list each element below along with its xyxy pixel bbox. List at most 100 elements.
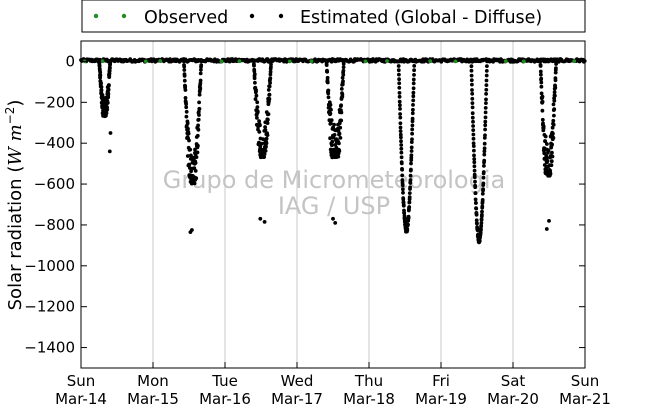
watermark: Grupo de Micrometeorologia IAG / USP <box>163 166 505 220</box>
estimated-point <box>410 111 415 116</box>
estimated-point <box>470 105 475 110</box>
estimated-point <box>262 152 267 157</box>
estimated-point <box>98 73 103 78</box>
estimated-point <box>552 113 556 118</box>
estimated-point <box>340 92 345 97</box>
observed-point <box>309 59 314 64</box>
estimated-point <box>99 88 104 93</box>
estimated-point <box>257 130 262 134</box>
estimated-point <box>483 110 488 115</box>
estimated-point <box>482 158 487 163</box>
estimated-point <box>99 81 103 86</box>
estimated-point <box>107 83 111 87</box>
estimated-point <box>264 144 268 149</box>
estimated-point <box>408 173 413 178</box>
estimated-point <box>197 113 201 117</box>
estimated-point <box>410 137 414 142</box>
estimated-point <box>482 141 487 146</box>
estimated-point <box>412 59 417 64</box>
estimated-point <box>398 115 403 120</box>
estimated-point <box>480 209 484 214</box>
estimated-point <box>546 148 551 153</box>
estimated-point <box>324 63 329 67</box>
estimated-point <box>545 142 549 146</box>
estimated-point <box>471 128 476 133</box>
estimated-point <box>104 111 109 116</box>
estimated-point <box>551 136 556 140</box>
estimated-point <box>477 239 482 243</box>
observed-point <box>428 59 433 64</box>
estimated-point <box>483 127 487 132</box>
estimated-point <box>398 132 403 137</box>
estimated-point <box>196 117 201 122</box>
estimated-point <box>266 88 271 92</box>
estimated-point <box>551 118 556 123</box>
estimated-point <box>552 98 557 103</box>
estimated-point <box>190 228 194 232</box>
estimated-point <box>553 78 558 83</box>
estimated-point <box>341 79 345 84</box>
estimated-point <box>483 106 488 110</box>
estimated-point <box>106 91 111 96</box>
estimated-point <box>332 122 336 127</box>
estimated-point <box>405 228 410 233</box>
estimated-point <box>400 178 405 182</box>
estimated-point <box>469 59 474 64</box>
estimated-point <box>333 221 338 225</box>
estimated-point <box>185 121 190 126</box>
estimated-point <box>268 69 273 74</box>
estimated-point <box>471 144 476 149</box>
estimated-point <box>193 169 198 173</box>
estimated-point <box>339 87 344 91</box>
estimated-point <box>542 151 547 156</box>
y-tick-label: −800 <box>34 216 75 234</box>
estimated-point <box>328 121 333 125</box>
estimated-point <box>409 140 414 145</box>
observed-point <box>385 59 389 63</box>
estimated-point <box>193 161 198 165</box>
estimated-point <box>411 94 416 99</box>
y-tick-label: −1200 <box>24 298 75 316</box>
estimated-point <box>470 82 474 87</box>
x-tick-label-weekday: Wed <box>281 372 314 390</box>
observed-point <box>453 59 458 64</box>
estimated-point <box>338 125 343 130</box>
estimated-point <box>539 84 544 89</box>
observed-point <box>219 59 224 64</box>
estimated-point <box>409 145 414 150</box>
estimated-point <box>473 191 478 196</box>
watermark-line-1: Grupo de Micrometeorologia <box>163 166 505 194</box>
estimated-point <box>325 80 330 85</box>
estimated-point <box>470 96 475 101</box>
estimated-point <box>183 96 188 100</box>
estimated-point <box>396 68 401 73</box>
estimated-point <box>397 81 402 86</box>
estimated-point <box>472 148 476 153</box>
estimated-point <box>412 64 417 68</box>
estimated-point <box>252 63 256 68</box>
estimated-point <box>406 222 410 227</box>
estimated-point <box>194 155 199 160</box>
estimated-point <box>550 154 555 159</box>
estimated-point <box>400 173 405 178</box>
estimated-point <box>479 221 484 225</box>
legend-marker-estimated-2 <box>278 13 284 19</box>
estimated-point <box>397 94 402 99</box>
estimated-point <box>551 131 555 136</box>
estimated-point <box>469 64 474 69</box>
estimated-point <box>538 64 543 68</box>
estimated-point <box>255 100 260 105</box>
estimated-point <box>255 109 260 114</box>
estimated-point <box>398 103 402 108</box>
estimated-point <box>263 149 268 153</box>
estimated-point <box>552 107 557 111</box>
estimated-point <box>484 97 488 102</box>
estimated-point <box>473 197 478 202</box>
estimated-point <box>485 59 489 64</box>
estimated-point <box>199 67 203 72</box>
estimated-point <box>484 92 488 96</box>
estimated-point <box>399 135 403 140</box>
estimated-point <box>198 71 203 76</box>
estimated-point <box>399 146 404 151</box>
x-tick-label-date: Mar-16 <box>199 390 251 408</box>
